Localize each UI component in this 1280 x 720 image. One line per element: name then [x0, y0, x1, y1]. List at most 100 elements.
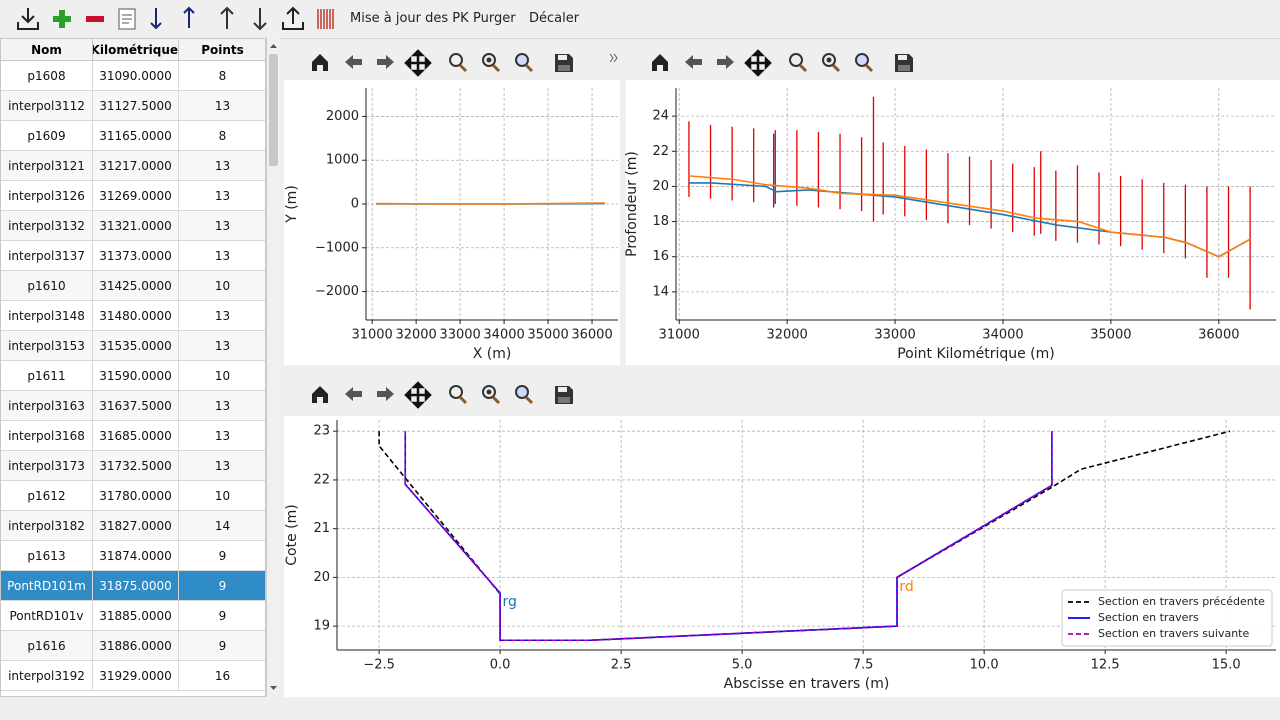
table-cell[interactable]: 9 — [179, 631, 265, 661]
table-cell[interactable]: 31425.0000 — [93, 271, 179, 301]
table-cell[interactable]: 13 — [179, 211, 265, 241]
table-cell[interactable]: interpol3192 — [1, 661, 93, 691]
table-cell[interactable]: 31590.0000 — [93, 361, 179, 391]
table-cell[interactable]: 31217.0000 — [93, 151, 179, 181]
legend-label: Section en travers précédente — [1098, 595, 1265, 608]
delete-button[interactable] — [86, 16, 104, 22]
table-cell[interactable]: p1613 — [1, 541, 93, 571]
plan-nav-toolbar[interactable] — [310, 49, 575, 77]
table-cell[interactable]: p1611 — [1, 361, 93, 391]
doc-button[interactable] — [118, 8, 136, 30]
table-cell[interactable]: interpol3153 — [1, 331, 93, 361]
scrollbar[interactable] — [266, 38, 280, 697]
x-tick-label: 32000 — [395, 328, 436, 343]
table-cell[interactable]: interpol3132 — [1, 211, 93, 241]
table-cell[interactable]: 13 — [179, 151, 265, 181]
table-cell[interactable]: 13 — [179, 241, 265, 271]
table-cell[interactable]: 13 — [179, 421, 265, 451]
table-cell[interactable]: interpol3163 — [1, 391, 93, 421]
series-line — [688, 175, 1251, 258]
shift-button[interactable]: Décaler — [529, 11, 580, 26]
x-tick-label: 12.5 — [1091, 658, 1120, 673]
table-cell[interactable]: interpol3126 — [1, 181, 93, 211]
table-cell[interactable]: p1609 — [1, 121, 93, 151]
table-cell[interactable]: 10 — [179, 271, 265, 301]
toolbar-overflow[interactable] — [609, 53, 618, 63]
table-cell[interactable]: 13 — [179, 451, 265, 481]
section-nav-toolbar[interactable] — [310, 381, 575, 409]
table-cell[interactable]: 31269.0000 — [93, 181, 179, 211]
table-cell[interactable]: 10 — [179, 361, 265, 391]
table-cell[interactable]: 31373.0000 — [93, 241, 179, 271]
move-down-button[interactable] — [253, 8, 267, 31]
table-cell[interactable]: interpol3148 — [1, 301, 93, 331]
table-cell[interactable]: p1610 — [1, 271, 93, 301]
table-cell[interactable]: 31732.5000 — [93, 451, 179, 481]
table-cell[interactable]: 8 — [179, 61, 265, 91]
table-cell[interactable]: 31780.0000 — [93, 481, 179, 511]
table-cell[interactable]: PontRD101m — [1, 571, 93, 601]
profile-nav-toolbar[interactable] — [650, 49, 915, 77]
table-cell[interactable]: 31929.0000 — [93, 661, 179, 691]
column-header[interactable]: Nom — [1, 39, 93, 61]
column-header[interactable]: Point Kilométrique — [93, 39, 179, 61]
purge-button[interactable]: Purger — [473, 11, 516, 26]
table-cell[interactable]: 16 — [179, 661, 265, 691]
table-cell[interactable]: 31480.0000 — [93, 301, 179, 331]
x-tick-label: 35000 — [1090, 328, 1131, 343]
table-cell[interactable]: 31885.0000 — [93, 601, 179, 631]
table-cell[interactable]: 31886.0000 — [93, 631, 179, 661]
export-button[interactable] — [282, 6, 304, 30]
table-cell[interactable]: 9 — [179, 541, 265, 571]
table-cell[interactable]: interpol3168 — [1, 421, 93, 451]
table-cell[interactable]: 13 — [179, 91, 265, 121]
table-cell[interactable]: 9 — [179, 571, 265, 601]
table-cell[interactable]: p1608 — [1, 61, 93, 91]
table-cell[interactable]: 31321.0000 — [93, 211, 179, 241]
x-tick-label: 31000 — [351, 328, 392, 343]
table-cell[interactable]: interpol3173 — [1, 451, 93, 481]
scroll-thumb[interactable] — [269, 54, 278, 166]
column-header[interactable]: Points — [179, 39, 265, 61]
table-cell[interactable]: interpol3137 — [1, 241, 93, 271]
y-tick-label: 0 — [351, 197, 359, 212]
y-tick-label: 24 — [652, 109, 669, 124]
y-tick-label: 2000 — [326, 109, 359, 124]
table-cell[interactable]: p1616 — [1, 631, 93, 661]
profiles-button[interactable] — [317, 9, 334, 29]
move-up-button[interactable] — [220, 6, 234, 29]
table-cell[interactable]: interpol3112 — [1, 91, 93, 121]
table-cell[interactable]: 31535.0000 — [93, 331, 179, 361]
table-cell[interactable]: 13 — [179, 391, 265, 421]
table-cell[interactable]: p1612 — [1, 481, 93, 511]
table-cell[interactable]: 31874.0000 — [93, 541, 179, 571]
plan-panel — [284, 80, 620, 365]
update-pk-button[interactable]: Mise à jour des PK — [350, 11, 469, 26]
table-cell[interactable]: interpol3121 — [1, 151, 93, 181]
charts-area: 31000 32000 33000 34000 35000 36000−2000−1000… — [284, 49, 1280, 697]
table-cell[interactable]: PontRD101v — [1, 601, 93, 631]
table-cell[interactable]: 10 — [179, 481, 265, 511]
table-cell[interactable]: 31875.0000 — [93, 571, 179, 601]
table-cell[interactable]: 31127.5000 — [93, 91, 179, 121]
column-header-text: Point Kilométrique — [93, 43, 178, 57]
y-tick-label: −2000 — [315, 284, 359, 299]
sort-asc-button[interactable] — [150, 8, 162, 30]
x-tick-label: −2.5 — [363, 658, 395, 673]
import-button[interactable] — [17, 8, 39, 30]
table-cell[interactable]: 13 — [179, 181, 265, 211]
table-cell[interactable]: 31827.0000 — [93, 511, 179, 541]
table-cell[interactable]: 8 — [179, 121, 265, 151]
table-cell[interactable]: 13 — [179, 331, 265, 361]
sort-desc-button[interactable] — [183, 6, 195, 28]
add-button[interactable] — [53, 10, 71, 28]
table-cell[interactable]: 31685.0000 — [93, 421, 179, 451]
table-cell[interactable]: 31090.0000 — [93, 61, 179, 91]
table-cell[interactable]: 13 — [179, 301, 265, 331]
table-cell[interactable]: 31165.0000 — [93, 121, 179, 151]
table-cell[interactable]: 14 — [179, 511, 265, 541]
table-cell[interactable]: 31637.5000 — [93, 391, 179, 421]
table-cell[interactable]: interpol3182 — [1, 511, 93, 541]
table-cell[interactable]: 9 — [179, 601, 265, 631]
